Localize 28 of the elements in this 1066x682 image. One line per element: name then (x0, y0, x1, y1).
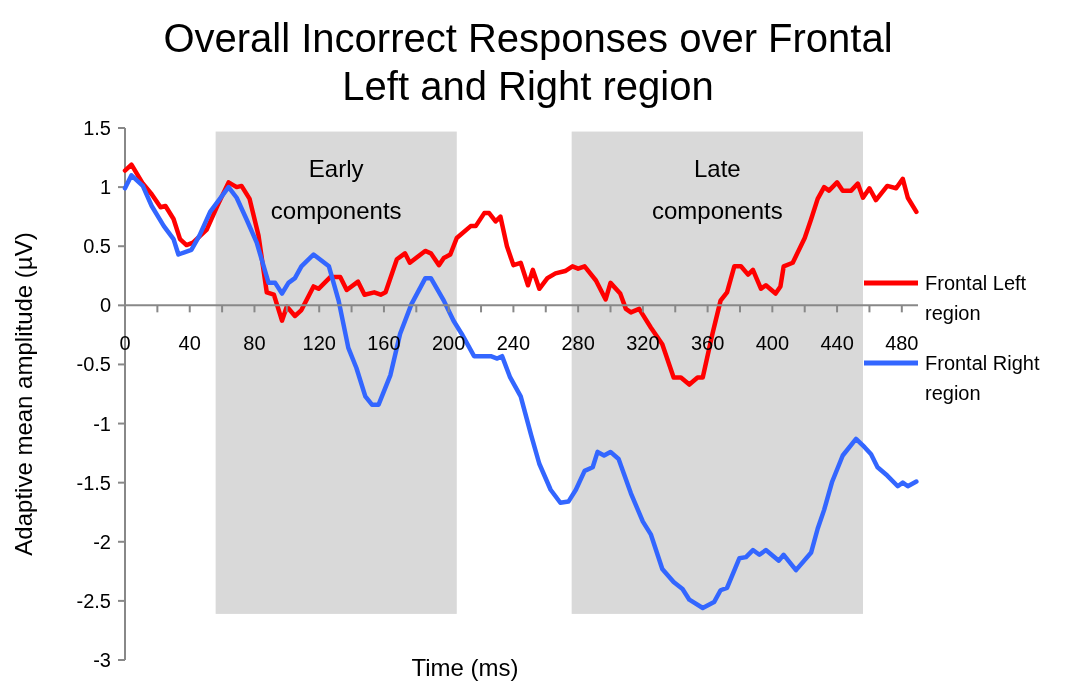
y-tick-label: 0.5 (83, 235, 111, 258)
y-tick-label: 0 (99, 294, 111, 317)
y-tick-label: -0.5 (76, 353, 111, 376)
y-tick-label: -2 (93, 530, 111, 553)
x-tick-label: 80 (243, 332, 266, 355)
band-label: Early components (270, 155, 402, 224)
y-tick-label: -1 (93, 412, 111, 435)
x-tick-label: 400 (755, 332, 790, 355)
x-tick-label: 240 (496, 332, 531, 355)
x-tick-label: 0 (119, 332, 131, 355)
x-tick-label: 280 (561, 332, 595, 355)
y-tick-label: -3 (93, 649, 111, 671)
chart-title: Overall Incorrect Responses over Frontal Left and Right region (163, 16, 893, 108)
legend-label: Frontal Left region (925, 272, 1027, 324)
x-axis-title: Time (ms) (411, 654, 519, 681)
y-axis-title: Adaptive mean amplitude (µV) (10, 232, 37, 556)
x-tick-label: 440 (820, 332, 854, 355)
x-tick-label: 40 (178, 332, 201, 355)
y-tick-label: -2.5 (76, 589, 111, 612)
legend-label: Frontal Right region (925, 352, 1040, 404)
x-tick-label: 200 (431, 332, 466, 355)
x-tick-label: 480 (885, 332, 919, 355)
y-tick-label: -1.5 (76, 471, 111, 494)
y-tick-label: 1 (99, 176, 111, 199)
x-tick-label: 120 (302, 332, 336, 355)
y-tick-label: 1.5 (83, 117, 111, 139)
band-label: Late components (651, 155, 783, 224)
x-tick-label: 320 (626, 332, 660, 355)
